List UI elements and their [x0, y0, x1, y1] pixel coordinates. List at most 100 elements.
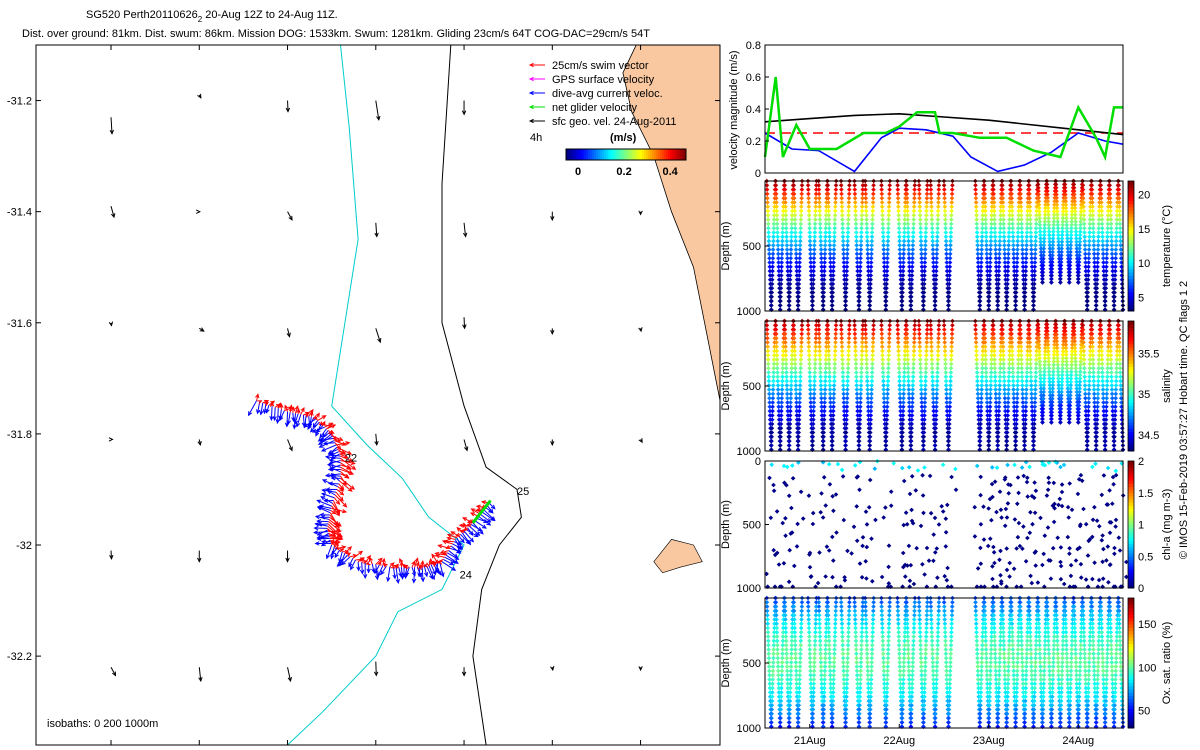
map-y-tick-label: -31.4	[7, 207, 32, 219]
geo-vector-head	[285, 107, 291, 113]
current-vector-head	[293, 419, 299, 425]
current-vector-head	[269, 416, 274, 422]
profile-sample	[846, 195, 852, 201]
current-vector-head	[356, 566, 361, 572]
profile-colorbar-cell	[1128, 438, 1134, 442]
current-vector	[456, 537, 463, 550]
profile-sample	[817, 217, 823, 222]
profile-sample	[811, 260, 817, 265]
current-vector-head	[392, 574, 397, 580]
current-vector	[330, 467, 341, 473]
geo-vector-head	[461, 110, 467, 116]
profile-sample	[806, 208, 812, 214]
profile-sample	[792, 204, 797, 209]
profile-sample	[822, 260, 827, 265]
current-vector	[337, 554, 348, 567]
profile-sample	[845, 221, 851, 227]
profile-sample	[816, 191, 822, 197]
profile-sample	[776, 255, 781, 261]
profile-sample	[821, 290, 826, 295]
current-vector	[436, 562, 439, 573]
colorbar-cell	[568, 149, 571, 160]
profile-sample	[811, 277, 816, 282]
profile-sample	[767, 260, 772, 265]
profile-sample	[819, 264, 824, 270]
geo-vector-head	[109, 129, 114, 135]
current-vector-head	[303, 423, 309, 428]
profile-sample	[769, 277, 775, 282]
geo-vector-head	[638, 327, 643, 333]
profile-sample	[859, 234, 864, 240]
profile-sample	[830, 298, 835, 304]
geo-vector	[110, 205, 115, 218]
current-vector-head	[321, 492, 327, 497]
profile-sample	[858, 238, 864, 244]
profile-colorbar-cell	[1128, 187, 1134, 192]
current-vector-head	[321, 488, 327, 493]
current-vector-head	[437, 570, 442, 576]
profile-sample	[897, 243, 902, 248]
profile-sample	[864, 213, 869, 218]
profile-sample	[782, 187, 788, 192]
profile-colorbar-cell	[1128, 236, 1134, 240]
current-vector-head	[256, 409, 261, 415]
current-vector	[470, 524, 482, 532]
profile-sample	[826, 200, 831, 205]
profile-colorbar-cell	[1128, 216, 1134, 221]
profile-sample	[764, 183, 770, 188]
colorbar-cell	[616, 149, 619, 160]
profile-colorbar-cell	[1128, 389, 1134, 393]
legend-arrow-head	[528, 90, 534, 96]
current-vector	[461, 532, 471, 545]
profile-sample	[822, 268, 827, 274]
profile-colorbar-cell	[1128, 363, 1134, 367]
profile-sample	[879, 200, 885, 205]
current-vector	[312, 420, 318, 428]
profile-colorbar-cell	[1128, 249, 1134, 253]
current-vector	[377, 565, 384, 577]
profile-sample	[901, 243, 907, 248]
profile-sample	[912, 187, 917, 192]
profile-sample	[832, 234, 837, 240]
profile-sample	[882, 273, 887, 278]
current-vector	[329, 475, 341, 477]
profile-sample	[869, 234, 875, 240]
profile-sample	[847, 187, 852, 192]
swim-vector-head	[296, 408, 301, 414]
swim-vector-head	[434, 554, 441, 559]
current-vector-head	[330, 475, 336, 481]
swim-vector-head	[359, 557, 365, 562]
profile-sample	[911, 200, 917, 205]
swim-vector-head	[335, 511, 340, 517]
colorbar-cell	[650, 149, 653, 160]
velocity-panel: 00.20.40.60.8 velocity magnitude (m/s)	[728, 40, 1124, 180]
profile-sample	[839, 195, 844, 201]
current-vector	[395, 567, 399, 583]
profile-sample	[884, 273, 890, 278]
swim-vector-head	[331, 424, 337, 429]
geo-vector-head	[197, 440, 202, 447]
profile-sample	[806, 187, 811, 192]
swim-vector-head	[349, 470, 355, 475]
current-vector-head	[328, 458, 334, 463]
profile-sample	[865, 251, 871, 257]
legend-label: 25cm/s swim vector	[552, 60, 649, 72]
current-vector	[320, 437, 334, 442]
swim-vector	[340, 466, 353, 474]
colorbar-cell	[582, 149, 585, 160]
profile-sample	[782, 191, 788, 197]
profile-sample	[814, 183, 819, 188]
net-velocity-segment	[471, 499, 492, 524]
day-label: 24	[460, 569, 472, 581]
profile-sample	[787, 294, 792, 300]
profile-sample	[818, 247, 824, 252]
swim-vector-head	[339, 486, 345, 492]
profile-sample	[787, 303, 792, 308]
swim-vector-head	[342, 502, 348, 508]
profile-sample	[841, 268, 847, 274]
current-vector	[423, 565, 428, 577]
colorbar-cell	[646, 149, 649, 160]
profile-sample	[904, 200, 910, 205]
swim-vector-head	[463, 526, 469, 532]
profile-colorbar-cell	[1128, 210, 1134, 214]
